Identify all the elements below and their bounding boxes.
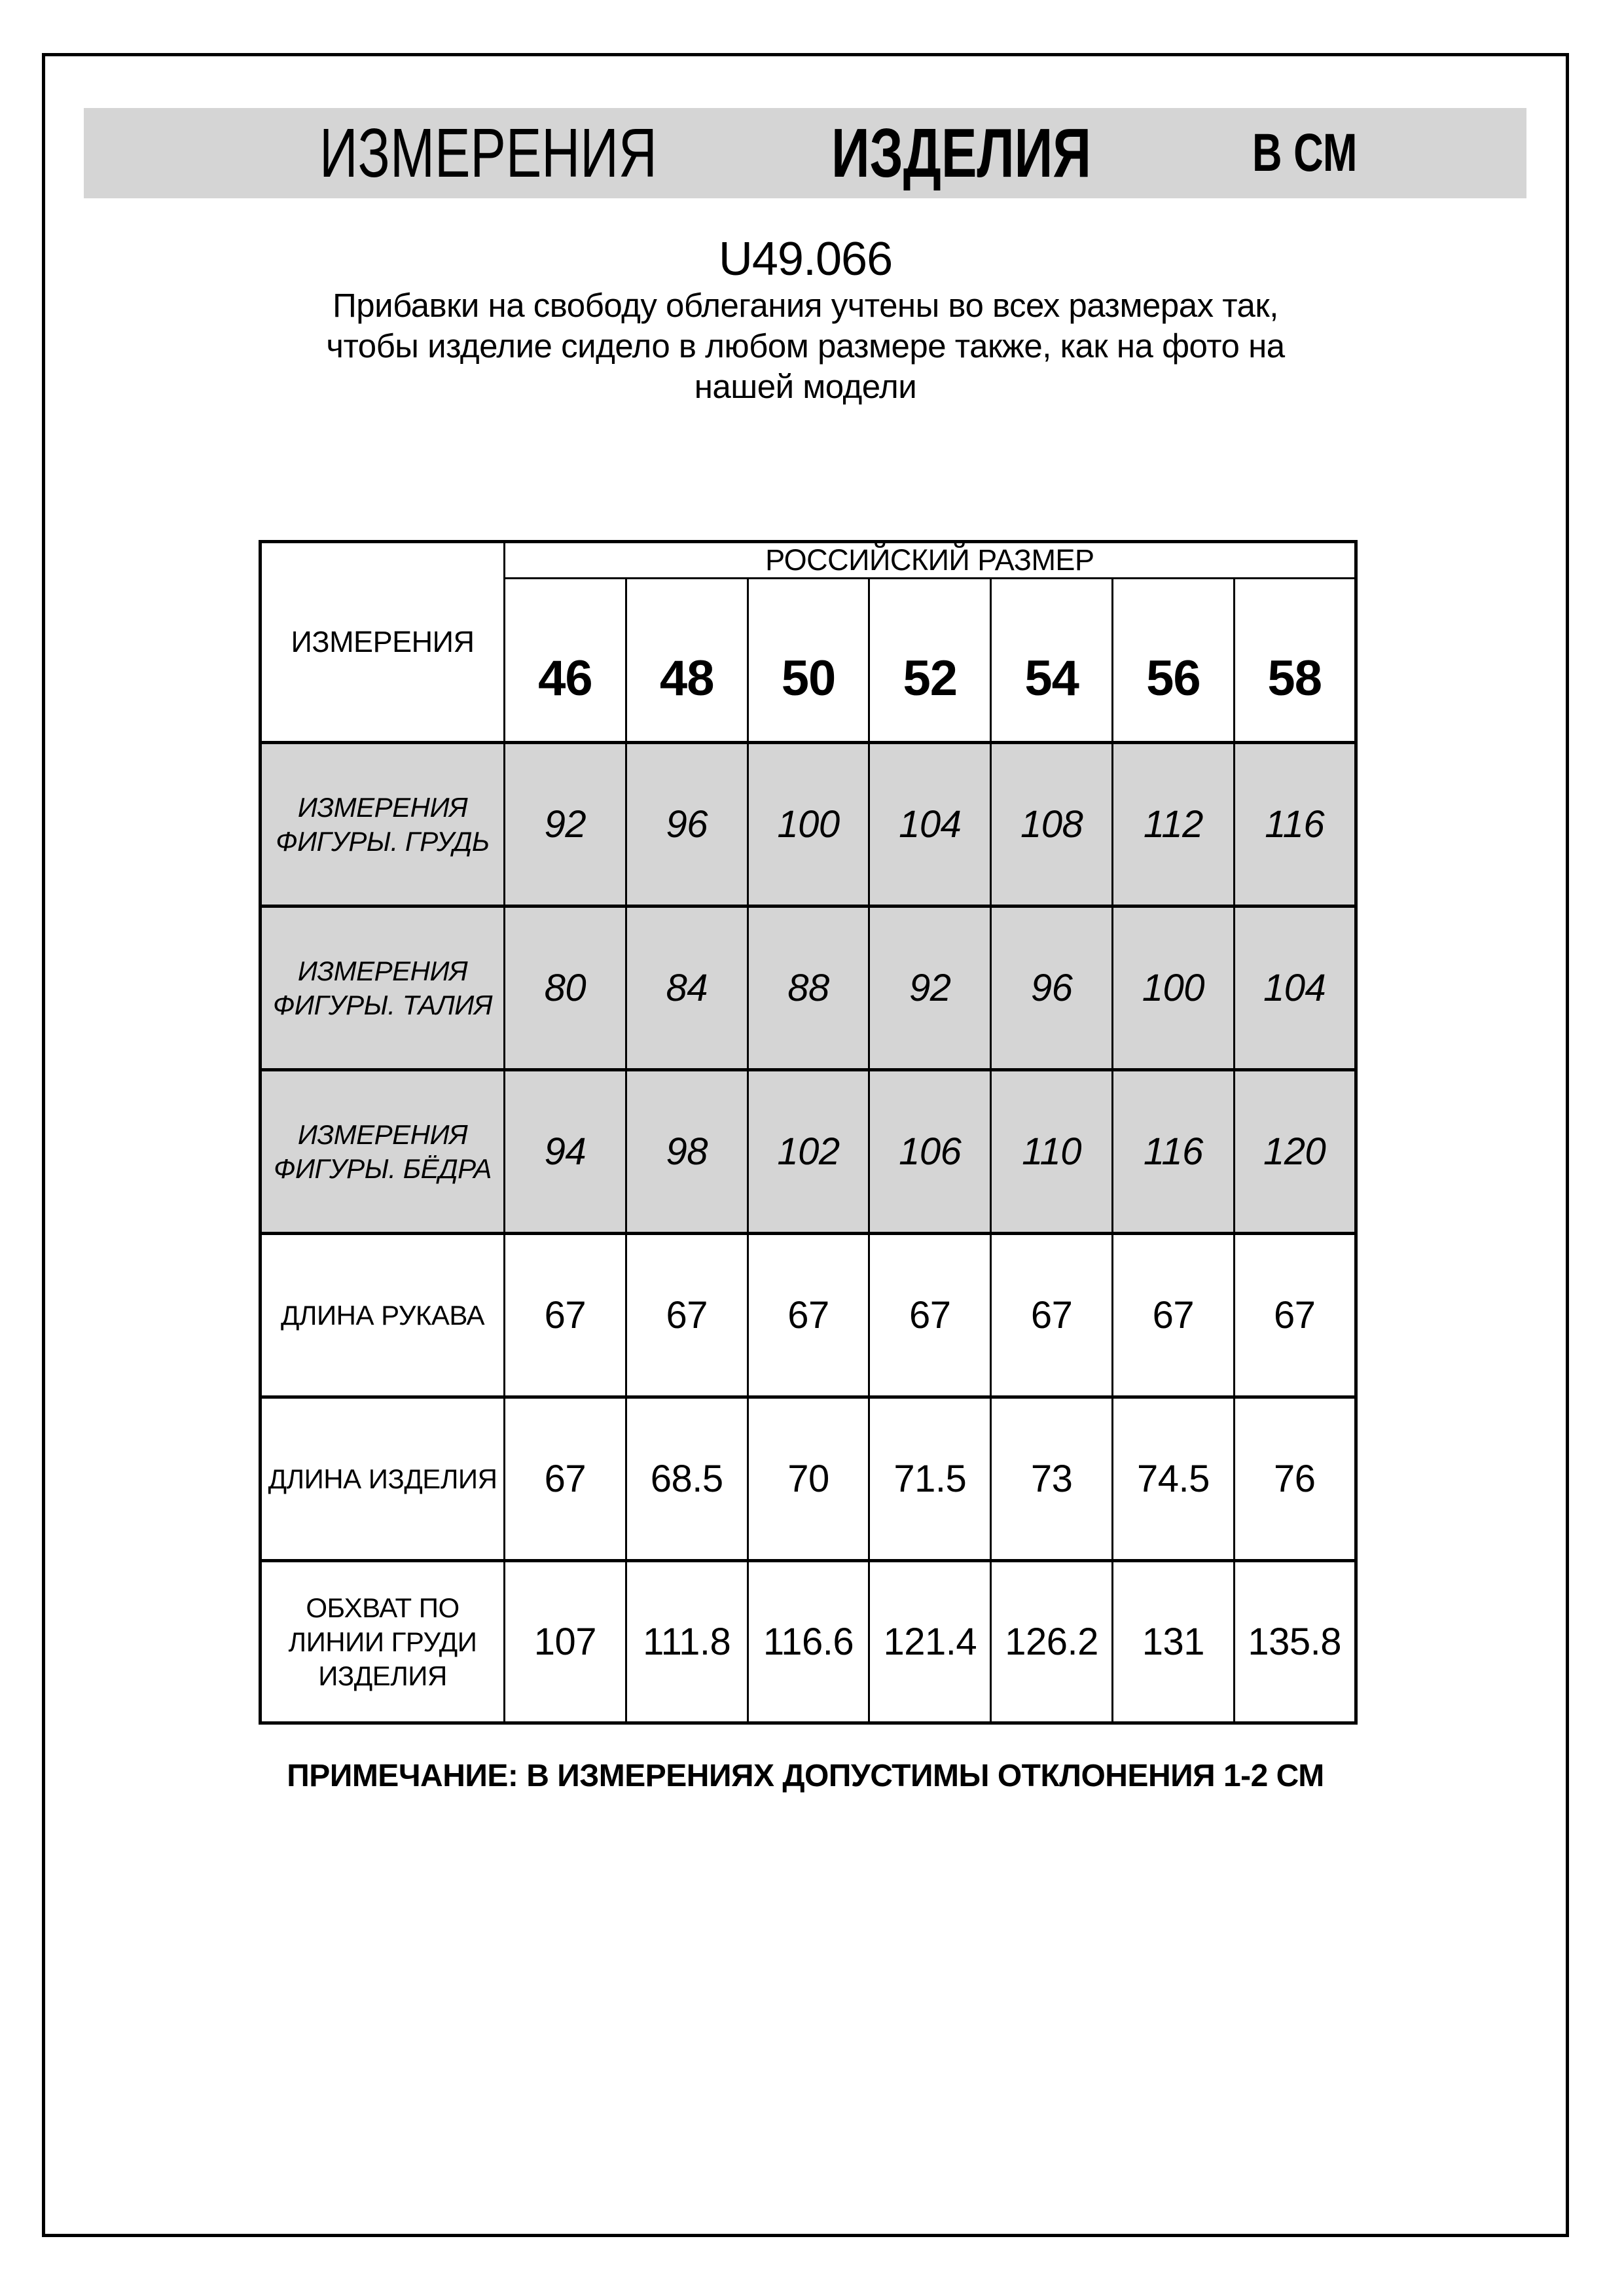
cell-value: 106 — [868, 1068, 992, 1235]
size-header-56: 56 — [1111, 577, 1235, 744]
table-row-body-waist: ИЗМЕРЕНИЯ ФИГУРЫ. ТАЛИЯ 80 84 88 92 96 1… — [259, 905, 1357, 1071]
row-label-line: ФИГУРЫ. БЁДРА — [274, 1153, 492, 1184]
intro-line-3: нашей модели — [694, 368, 917, 405]
row-label-body-chest: ИЗМЕРЕНИЯ ФИГУРЫ. ГРУДЬ — [259, 741, 505, 908]
size-header-46: 46 — [503, 577, 627, 744]
cell-value: 100 — [746, 741, 871, 908]
cell-value: 121.4 — [868, 1559, 992, 1725]
cell-value: 96 — [624, 741, 749, 908]
cell-value: 116 — [1233, 741, 1357, 908]
table-row-body-hips: ИЗМЕРЕНИЯ ФИГУРЫ. БЁДРА 94 98 102 106 11… — [259, 1068, 1357, 1235]
size-header-48: 48 — [624, 577, 749, 744]
intro-line-2: чтобы изделие сидело в любом размере так… — [326, 327, 1285, 365]
cell-value: 120 — [1233, 1068, 1357, 1235]
row-label-garment-length: ДЛИНА ИЗДЕЛИЯ — [259, 1395, 505, 1562]
size-header-52: 52 — [868, 577, 992, 744]
cell-value: 92 — [868, 905, 992, 1071]
title-band: ИЗМЕРЕНИЯ ИЗДЕЛИЯ В СМ — [84, 108, 1526, 198]
cell-value: 116 — [1111, 1068, 1235, 1235]
cell-value: 88 — [746, 905, 871, 1071]
row-label-line: ДЛИНА РУКАВА — [280, 1299, 485, 1331]
cell-value: 84 — [624, 905, 749, 1071]
cell-value: 94 — [503, 1068, 627, 1235]
row-label-body-waist: ИЗМЕРЕНИЯ ФИГУРЫ. ТАЛИЯ — [259, 905, 505, 1071]
tolerance-note: ПРИМЕЧАНИЕ: В ИЗМЕРЕНИЯХ ДОПУСТИМЫ ОТКЛО… — [287, 1759, 1324, 1793]
row-label-line: ЛИНИИ ГРУДИ — [288, 1626, 477, 1657]
cell-value: 108 — [990, 741, 1113, 908]
cell-value: 71.5 — [868, 1395, 992, 1562]
table-row-sizes: 46 48 50 52 54 56 58 — [261, 577, 1357, 744]
cell-value: 110 — [990, 1068, 1113, 1235]
cell-value: 67 — [624, 1232, 749, 1399]
cell-value: 100 — [1111, 905, 1235, 1071]
table-row-size-group: ИЗМЕРЕНИЯ РОССИЙСКИЙ РАЗМЕР — [259, 540, 1357, 744]
cell-value: 111.8 — [624, 1559, 749, 1725]
cell-value: 98 — [624, 1068, 749, 1235]
cell-value: 67 — [1233, 1232, 1357, 1399]
cell-value: 70 — [746, 1395, 871, 1562]
cell-value: 68.5 — [624, 1395, 749, 1562]
cell-value: 112 — [1111, 741, 1235, 908]
cell-value: 107 — [503, 1559, 627, 1725]
corner-header-cell: ИЗМЕРЕНИЯ — [259, 540, 505, 744]
title-measurements: ИЗМЕРЕНИЯ — [319, 115, 657, 192]
cell-value: 73 — [990, 1395, 1113, 1562]
cell-value: 96 — [990, 905, 1113, 1071]
cell-value: 135.8 — [1233, 1559, 1357, 1725]
table-row-chest-girth: ОБХВАТ ПО ЛИНИИ ГРУДИ ИЗДЕЛИЯ 107 111.8 … — [259, 1559, 1357, 1725]
cell-value: 104 — [868, 741, 992, 908]
cell-value: 67 — [868, 1232, 992, 1399]
size-table: ИЗМЕРЕНИЯ РОССИЙСКИЙ РАЗМЕР 46 48 50 52 … — [259, 540, 1358, 1725]
row-label-line: ФИГУРЫ. ГРУДЬ — [276, 825, 490, 857]
row-label-line: ДЛИНА ИЗДЕЛИЯ — [268, 1463, 497, 1494]
row-label-line: ОБХВАТ ПО — [306, 1592, 460, 1623]
cell-value: 74.5 — [1111, 1395, 1235, 1562]
cell-value: 116.6 — [746, 1559, 871, 1725]
size-header-54: 54 — [990, 577, 1113, 744]
page-border — [42, 53, 1569, 2237]
cell-value: 67 — [990, 1232, 1113, 1399]
cell-value: 131 — [1111, 1559, 1235, 1725]
cell-value: 67 — [1111, 1232, 1235, 1399]
table-row-body-chest: ИЗМЕРЕНИЯ ФИГУРЫ. ГРУДЬ 92 96 100 104 10… — [259, 741, 1357, 908]
row-label-line: ИЗМЕРЕНИЯ — [297, 955, 468, 986]
title-product: ИЗДЕЛИЯ — [831, 115, 1091, 192]
row-label-line: ИЗМЕРЕНИЯ — [297, 791, 468, 823]
row-label-sleeve-length: ДЛИНА РУКАВА — [259, 1232, 505, 1399]
cell-value: 102 — [746, 1068, 871, 1235]
cell-value: 92 — [503, 741, 627, 908]
cell-value: 80 — [503, 905, 627, 1071]
intro-line-1: Прибавки на свободу облегания учтены во … — [333, 287, 1278, 324]
table-row-garment-length: ДЛИНА ИЗДЕЛИЯ 67 68.5 70 71.5 73 74.5 76 — [259, 1395, 1357, 1562]
row-label-body-hips: ИЗМЕРЕНИЯ ФИГУРЫ. БЁДРА — [259, 1068, 505, 1235]
table-row-sleeve-length: ДЛИНА РУКАВА 67 67 67 67 67 67 67 — [259, 1232, 1357, 1399]
cell-value: 67 — [503, 1395, 627, 1562]
intro-text: Прибавки на свободу облегания учтены во … — [42, 285, 1569, 407]
size-group-header-cell: РОССИЙСКИЙ РАЗМЕР — [503, 540, 1357, 579]
row-label-chest-girth: ОБХВАТ ПО ЛИНИИ ГРУДИ ИЗДЕЛИЯ — [259, 1559, 505, 1725]
model-code: U49.066 — [718, 233, 893, 285]
size-header-50: 50 — [746, 577, 871, 744]
row-label-line: ИЗДЕЛИЯ — [318, 1660, 447, 1691]
row-label-line: ФИГУРЫ. ТАЛИЯ — [273, 989, 492, 1020]
cell-value: 126.2 — [990, 1559, 1113, 1725]
cell-value: 67 — [746, 1232, 871, 1399]
row-label-line: ИЗМЕРЕНИЯ — [297, 1119, 468, 1150]
size-header-58: 58 — [1233, 577, 1357, 744]
cell-value: 67 — [503, 1232, 627, 1399]
cell-value: 76 — [1233, 1395, 1357, 1562]
title-units: В СМ — [1252, 123, 1358, 183]
cell-value: 104 — [1233, 905, 1357, 1071]
